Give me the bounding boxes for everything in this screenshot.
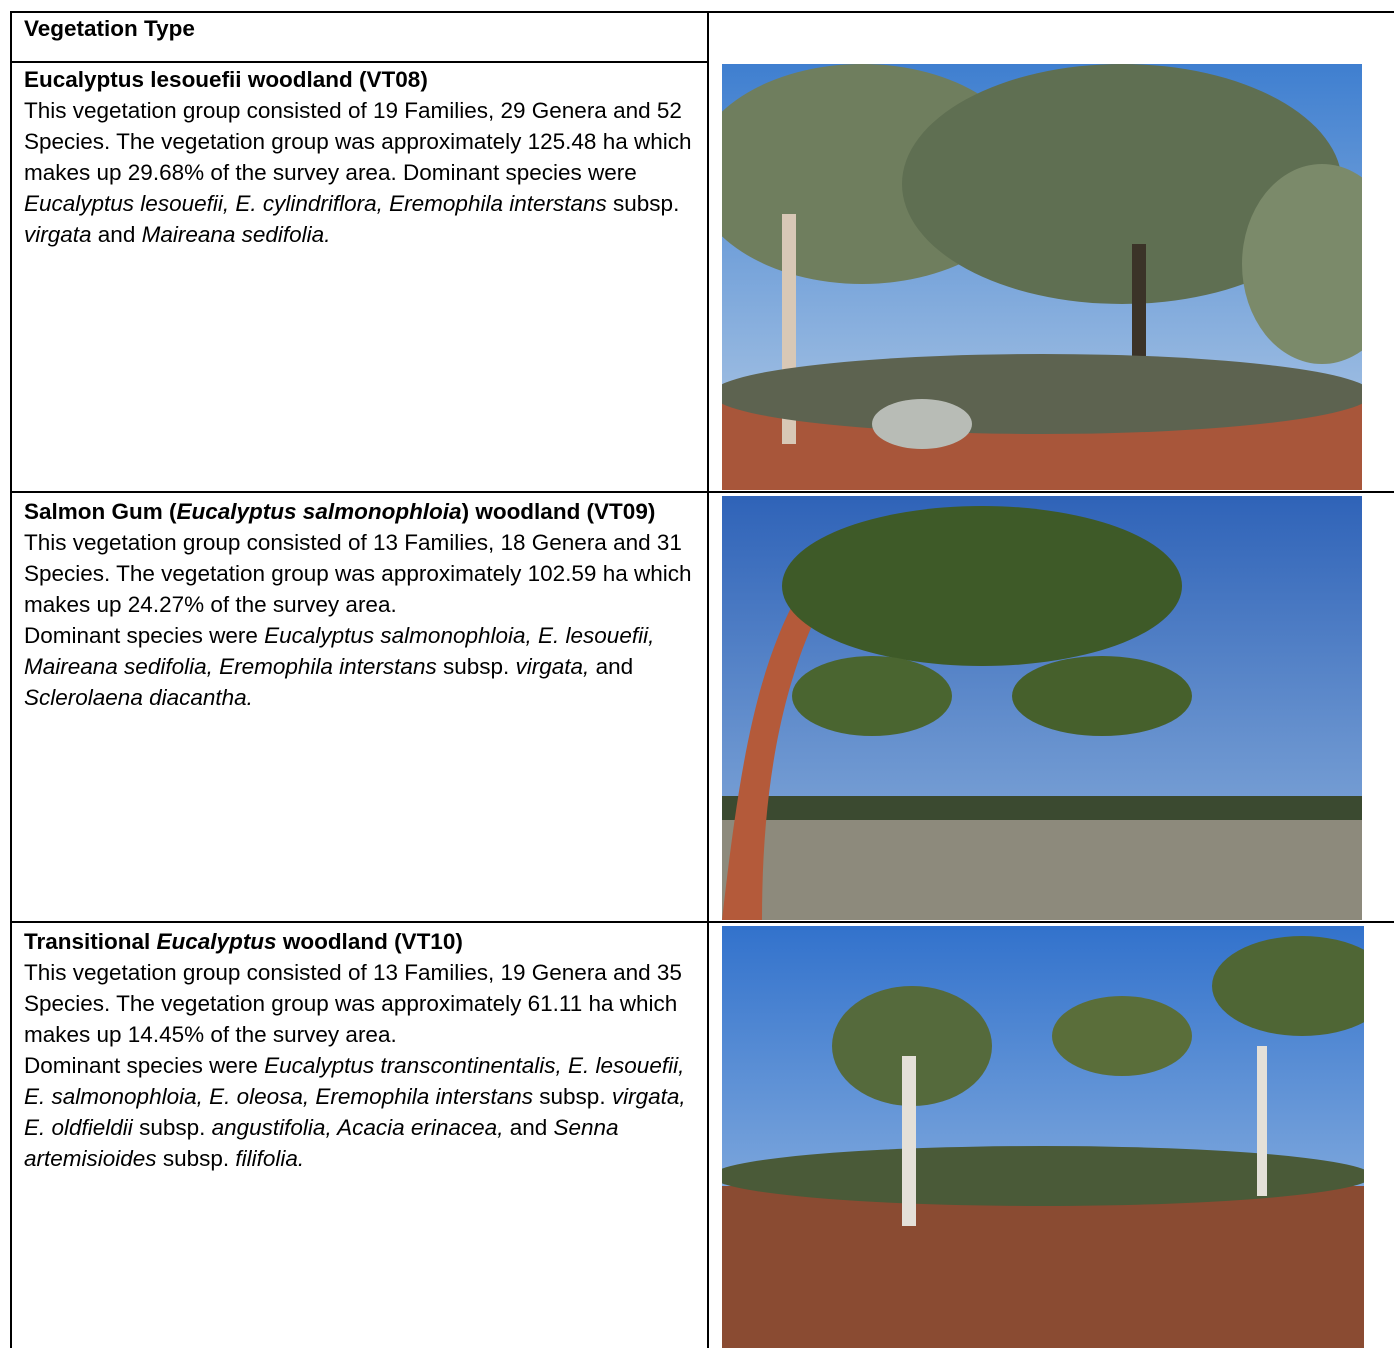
border <box>707 11 709 1348</box>
border <box>10 491 1394 493</box>
photo <box>722 496 1362 920</box>
text-cell: Transitional Eucalyptus woodland (VT10) T… <box>24 926 696 1174</box>
italic-run: Eucalyptus salmonophloia <box>176 499 462 524</box>
text-run: Salmon Gum ( <box>24 499 177 524</box>
header-cell: Vegetation Type <box>24 16 195 41</box>
row-title: Eucalyptus lesouefii woodland (VT08) <box>24 64 696 95</box>
text-run: subsp. <box>436 654 516 679</box>
text-run: ) woodland (VT09) <box>461 499 656 524</box>
text-run: Dominant species were <box>24 623 265 648</box>
border <box>10 11 1394 13</box>
border <box>10 11 12 1348</box>
text-run: This vegetation group consisted of 19 Fa… <box>24 98 692 185</box>
paragraph: Dominant species were Eucalyptus transco… <box>24 1050 696 1174</box>
paragraph: This vegetation group consisted of 13 Fa… <box>24 957 696 1050</box>
italic-run: Eucalyptus salmonophloia, E. lesouefii, … <box>24 623 655 679</box>
photo <box>722 64 1362 490</box>
italic-run: virgata, E. oldfieldii <box>24 1084 686 1140</box>
text-cell: Salmon Gum (Eucalyptus salmonophloia) wo… <box>24 496 696 713</box>
photo <box>722 926 1364 1348</box>
border <box>10 61 708 63</box>
text-run: subsp. <box>606 191 680 216</box>
text-cell: Eucalyptus lesouefii woodland (VT08) This… <box>24 64 696 250</box>
text-run: subsp. <box>156 1146 236 1171</box>
italic-run: Eucalyptus <box>156 929 277 954</box>
paragraph: This vegetation group consisted of 13 Fa… <box>24 527 696 620</box>
text-run: and <box>589 654 634 679</box>
italic-run: Eucalyptus lesouefii, E. cylindriflora, … <box>24 191 607 216</box>
border <box>10 921 1394 923</box>
italic-run: filifolia. <box>235 1146 305 1171</box>
text-run: This vegetation group consisted of 13 Fa… <box>24 530 692 617</box>
italic-run: angustifolia, Acacia erinacea, <box>211 1115 504 1140</box>
text-run: subsp. <box>533 1084 612 1109</box>
row-title: Salmon Gum (Eucalyptus salmonophloia) wo… <box>24 496 696 527</box>
row-title: Transitional Eucalyptus woodland (VT10) <box>24 926 696 957</box>
italic-run: Sclerolaena diacantha. <box>24 685 253 710</box>
text-run: subsp. <box>132 1115 212 1140</box>
text-run: Eucalyptus lesouefii woodland (VT08) <box>24 67 428 92</box>
italic-run: virgata, <box>515 654 590 679</box>
paragraph: Dominant species were Eucalyptus salmono… <box>24 620 696 713</box>
text-run: and <box>503 1115 554 1140</box>
italic-run: virgata <box>24 222 92 247</box>
text-run: and <box>91 222 142 247</box>
text-run: Transitional <box>24 929 157 954</box>
text-run: Dominant species were <box>24 1053 265 1078</box>
paragraph: This vegetation group consisted of 19 Fa… <box>24 95 696 250</box>
text-run: woodland (VT10) <box>276 929 463 954</box>
italic-run: Senna artemisioides <box>24 1115 619 1171</box>
italic-run: Eucalyptus transcontinentalis, E. lesoue… <box>24 1053 685 1109</box>
text-run: This vegetation group consisted of 13 Fa… <box>24 960 682 1047</box>
italic-run: Maireana sedifolia. <box>141 222 331 247</box>
